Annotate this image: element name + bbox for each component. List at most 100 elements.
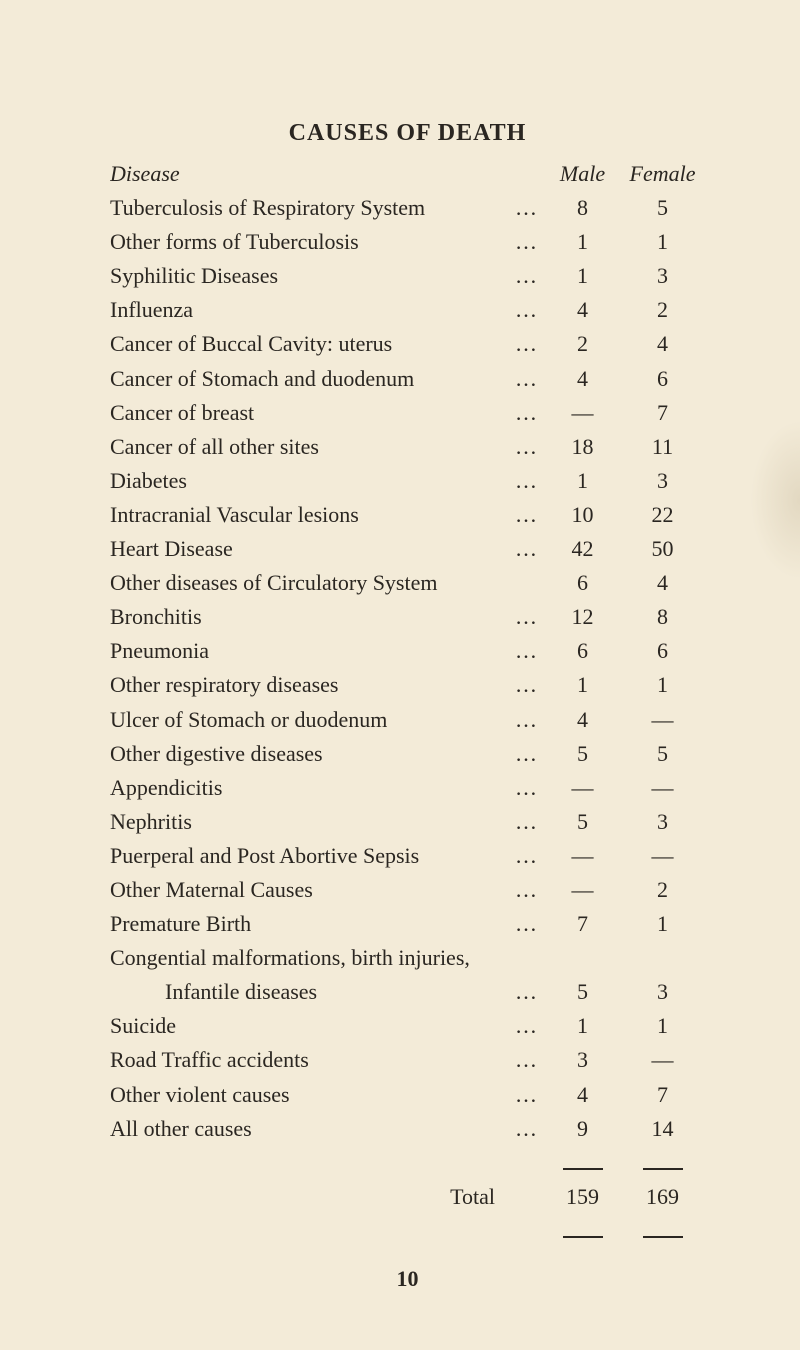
disease-cell: Other respiratory diseases (110, 668, 507, 702)
header-spacer (524, 157, 546, 191)
rule-row-top (110, 1146, 705, 1180)
disease-cell: Heart Disease (110, 532, 507, 566)
table-row: Heart Disease…4250 (110, 532, 705, 566)
female-cell: — (620, 839, 705, 873)
male-cell: 1 (545, 668, 620, 702)
table-row: Road Traffic accidents…3— (110, 1043, 705, 1077)
disease-cell: Ulcer of Stomach or duodenum (110, 703, 507, 737)
table-row: Ulcer of Stomach or duodenum…4— (110, 703, 705, 737)
disease-cell: Other diseases of Circulatory System (110, 566, 524, 600)
disease-cell: Tuberculosis of Respiratory System (110, 191, 507, 225)
disease-cell: Congential malformations, birth injuries… (110, 941, 524, 975)
dots-icon: … (507, 771, 545, 805)
dots-icon: … (507, 532, 545, 566)
disease-cell: Road Traffic accidents (110, 1043, 507, 1077)
dots-icon: … (507, 1112, 545, 1146)
dots-icon: … (507, 907, 545, 941)
table-header-row: Disease Male Female (110, 157, 705, 191)
male-cell: 4 (545, 1078, 620, 1112)
table-row: Suicide…11 (110, 1009, 705, 1043)
male-cell: 5 (545, 975, 620, 1009)
rule-icon (643, 1168, 683, 1170)
male-cell: 1 (545, 1009, 620, 1043)
page-number: 10 (110, 1266, 705, 1292)
dots-icon: … (507, 1009, 545, 1043)
disease-cell: All other causes (110, 1112, 507, 1146)
table-row: Intracranial Vascular lesions…1022 (110, 498, 705, 532)
female-cell: 1 (620, 907, 705, 941)
dots-icon: … (507, 600, 545, 634)
disease-cell: Pneumonia (110, 634, 507, 668)
disease-cell: Other digestive diseases (110, 737, 507, 771)
female-cell: 1 (620, 225, 705, 259)
page-shading (750, 420, 800, 580)
male-cell: 4 (545, 362, 620, 396)
header-male: Male (545, 157, 620, 191)
table-row: Other forms of Tuberculosis…11 (110, 225, 705, 259)
female-cell: 11 (620, 430, 705, 464)
male-cell: — (545, 396, 620, 430)
male-cell: 9 (545, 1112, 620, 1146)
table-row: Pneumonia…66 (110, 634, 705, 668)
female-cell: 5 (620, 737, 705, 771)
female-cell: 3 (620, 805, 705, 839)
table-row: Puerperal and Post Abortive Sepsis…—— (110, 839, 705, 873)
female-cell: 22 (620, 498, 705, 532)
causes-table: Disease Male Female Tuberculosis of Resp… (110, 157, 705, 1248)
table-row: Cancer of Stomach and duodenum…46 (110, 362, 705, 396)
female-cell: — (620, 1043, 705, 1077)
dots-icon: … (507, 668, 545, 702)
dots-icon: … (507, 225, 545, 259)
dots-icon: … (507, 191, 545, 225)
table-row: Premature Birth…71 (110, 907, 705, 941)
rule-icon (563, 1236, 603, 1238)
male-cell: 12 (545, 600, 620, 634)
table-row: Nephritis…53 (110, 805, 705, 839)
disease-cell: Bronchitis (110, 600, 507, 634)
table-row: All other causes…914 (110, 1112, 705, 1146)
header-disease: Disease (110, 157, 524, 191)
dots-icon: … (507, 362, 545, 396)
male-cell: 1 (545, 259, 620, 293)
table-row: Other violent causes…47 (110, 1078, 705, 1112)
disease-cell: Cancer of Stomach and duodenum (110, 362, 507, 396)
female-cell: 7 (620, 1078, 705, 1112)
rule-icon (643, 1236, 683, 1238)
dots-icon: … (507, 396, 545, 430)
female-cell: 8 (620, 600, 705, 634)
male-cell: 5 (545, 805, 620, 839)
dots-icon (524, 566, 546, 600)
female-cell: 50 (620, 532, 705, 566)
dots-icon: … (507, 464, 545, 498)
table-row: Syphilitic Diseases…13 (110, 259, 705, 293)
total-row: Total 159 169 (110, 1180, 705, 1214)
disease-cell: Other forms of Tuberculosis (110, 225, 507, 259)
page-title: CAUSES OF DEATH (110, 120, 705, 147)
table-row: Other Maternal Causes…—2 (110, 873, 705, 907)
female-cell: 4 (620, 327, 705, 361)
male-cell: 7 (545, 907, 620, 941)
table-row: Other respiratory diseases…11 (110, 668, 705, 702)
disease-cell: Cancer of breast (110, 396, 507, 430)
disease-cell: Syphilitic Diseases (110, 259, 507, 293)
male-cell: — (545, 873, 620, 907)
total-female: 169 (620, 1180, 705, 1214)
female-cell: 3 (620, 464, 705, 498)
female-cell: 2 (620, 873, 705, 907)
table-row: Cancer of breast…—7 (110, 396, 705, 430)
disease-cell: Intracranial Vascular lesions (110, 498, 507, 532)
female-cell: — (620, 703, 705, 737)
male-cell: 4 (545, 703, 620, 737)
table-row: Influenza…42 (110, 293, 705, 327)
dots-icon: … (507, 327, 545, 361)
disease-cell: Cancer of all other sites (110, 430, 507, 464)
table-row: Other digestive diseases…55 (110, 737, 705, 771)
female-cell: 14 (620, 1112, 705, 1146)
table-row: Cancer of Buccal Cavity: uterus…24 (110, 327, 705, 361)
female-cell: 1 (620, 668, 705, 702)
table-row: Infantile diseases…53 (110, 975, 705, 1009)
rule-icon (563, 1168, 603, 1170)
rule-row-bottom (110, 1214, 705, 1248)
female-cell: 4 (620, 566, 705, 600)
male-cell: 8 (545, 191, 620, 225)
